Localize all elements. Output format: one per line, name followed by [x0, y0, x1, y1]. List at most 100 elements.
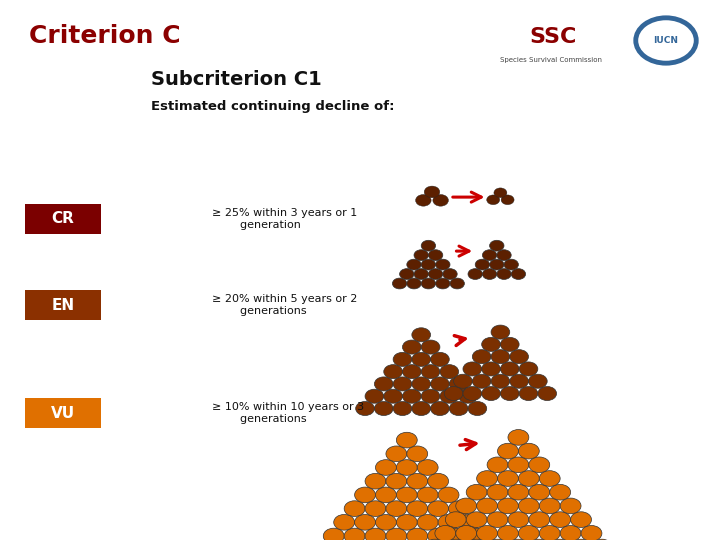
Circle shape	[356, 401, 374, 416]
Circle shape	[393, 401, 412, 416]
Circle shape	[497, 249, 511, 260]
Circle shape	[538, 387, 557, 401]
Circle shape	[354, 515, 375, 530]
Text: Criterion C: Criterion C	[29, 24, 181, 48]
Circle shape	[459, 389, 477, 403]
Circle shape	[414, 268, 428, 279]
Circle shape	[528, 484, 550, 500]
Circle shape	[444, 387, 463, 401]
Circle shape	[491, 325, 510, 339]
Circle shape	[376, 515, 396, 530]
Circle shape	[374, 401, 393, 416]
Circle shape	[518, 525, 539, 540]
Circle shape	[412, 401, 431, 416]
Circle shape	[482, 249, 497, 260]
Circle shape	[475, 259, 490, 270]
Circle shape	[424, 186, 440, 198]
Circle shape	[449, 501, 469, 516]
Circle shape	[477, 525, 498, 540]
Circle shape	[386, 474, 407, 489]
Circle shape	[431, 401, 449, 416]
Circle shape	[456, 525, 477, 540]
Circle shape	[384, 389, 402, 403]
Circle shape	[421, 364, 440, 379]
Circle shape	[511, 268, 526, 279]
Circle shape	[482, 387, 500, 401]
Circle shape	[528, 457, 550, 472]
Circle shape	[518, 443, 539, 459]
Circle shape	[421, 340, 440, 354]
Text: ≥ 20% within 5 years or 2
        generations: ≥ 20% within 5 years or 2 generations	[212, 294, 358, 316]
Circle shape	[519, 387, 538, 401]
Circle shape	[508, 539, 528, 540]
Circle shape	[436, 259, 450, 270]
Circle shape	[508, 430, 528, 445]
Circle shape	[501, 195, 514, 205]
Text: ≥ 25% within 3 years or 1
        generation: ≥ 25% within 3 years or 1 generation	[212, 208, 358, 230]
Text: CR: CR	[52, 211, 74, 226]
Circle shape	[477, 498, 498, 514]
Circle shape	[450, 278, 464, 289]
Text: EN: EN	[51, 298, 75, 313]
Circle shape	[449, 528, 469, 540]
Circle shape	[407, 259, 421, 270]
Circle shape	[518, 498, 539, 514]
Circle shape	[414, 249, 428, 260]
Circle shape	[421, 278, 436, 289]
Circle shape	[392, 278, 407, 289]
Circle shape	[402, 364, 421, 379]
Circle shape	[550, 539, 571, 540]
Circle shape	[376, 487, 396, 503]
Circle shape	[386, 446, 407, 462]
Circle shape	[472, 374, 491, 388]
Circle shape	[396, 515, 417, 530]
Circle shape	[449, 377, 468, 391]
Circle shape	[504, 259, 518, 270]
Circle shape	[393, 352, 412, 366]
Circle shape	[374, 377, 393, 391]
Circle shape	[500, 362, 519, 376]
Circle shape	[570, 539, 592, 540]
Circle shape	[539, 498, 560, 514]
Circle shape	[459, 515, 480, 530]
Circle shape	[412, 377, 431, 391]
Circle shape	[445, 512, 467, 528]
Circle shape	[407, 528, 428, 540]
Circle shape	[412, 352, 431, 366]
Circle shape	[454, 374, 472, 388]
Circle shape	[482, 338, 500, 352]
Circle shape	[487, 195, 500, 205]
Circle shape	[494, 188, 507, 198]
Circle shape	[508, 457, 528, 472]
Circle shape	[467, 512, 487, 528]
Text: Estimated continuing decline of:: Estimated continuing decline of:	[151, 100, 395, 113]
Circle shape	[581, 525, 602, 540]
Circle shape	[365, 389, 384, 403]
Circle shape	[407, 501, 428, 516]
Circle shape	[491, 374, 510, 388]
Circle shape	[418, 460, 438, 475]
Circle shape	[421, 389, 440, 403]
Circle shape	[528, 374, 547, 388]
Circle shape	[550, 484, 571, 500]
Circle shape	[421, 240, 436, 251]
Circle shape	[365, 474, 386, 489]
Circle shape	[354, 487, 375, 503]
Circle shape	[519, 362, 538, 376]
Circle shape	[539, 525, 560, 540]
Circle shape	[468, 401, 487, 416]
Circle shape	[396, 460, 417, 475]
Circle shape	[510, 374, 528, 388]
Circle shape	[487, 512, 508, 528]
FancyBboxPatch shape	[25, 204, 101, 233]
Circle shape	[431, 352, 449, 366]
Circle shape	[365, 528, 386, 540]
Circle shape	[498, 525, 518, 540]
Circle shape	[490, 259, 504, 270]
Circle shape	[435, 525, 456, 540]
Circle shape	[498, 498, 518, 514]
Text: SSC: SSC	[529, 27, 577, 47]
Circle shape	[468, 268, 482, 279]
Circle shape	[440, 389, 459, 403]
Circle shape	[412, 328, 431, 342]
